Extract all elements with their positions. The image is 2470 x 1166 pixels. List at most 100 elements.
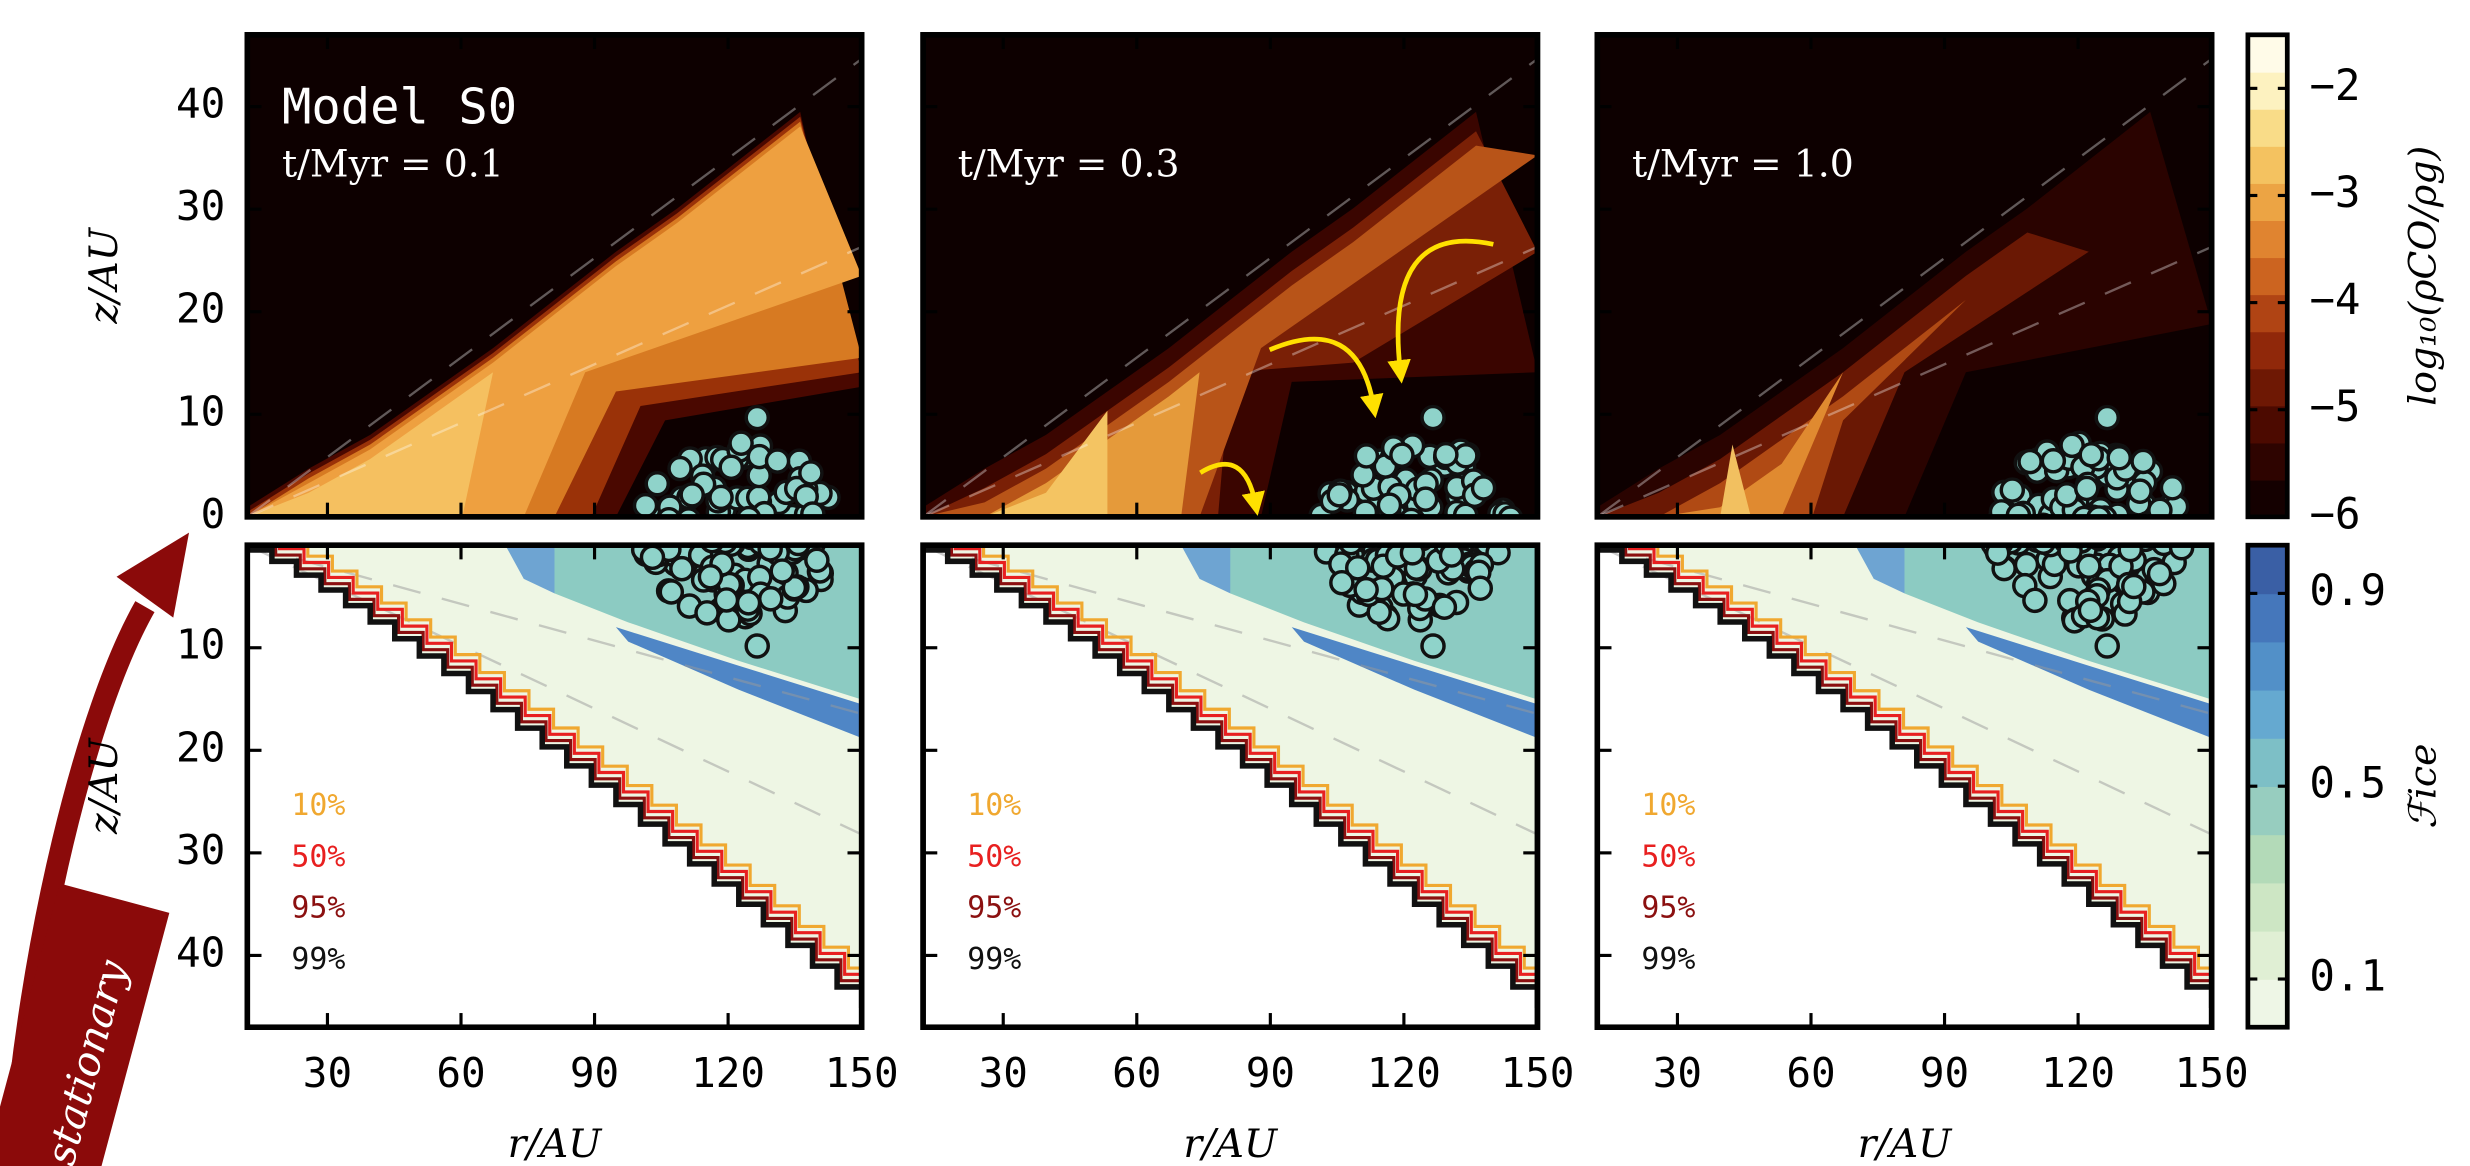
y-tick-label: 10 <box>176 621 225 669</box>
arrow-head <box>116 532 190 618</box>
particle <box>728 430 754 456</box>
time-label: t/Myr = 0.3 <box>958 142 1180 186</box>
guide-line <box>1597 57 2212 517</box>
ice-region <box>615 627 862 739</box>
axes-frame <box>920 32 1541 520</box>
contour-label: 99% <box>967 942 1021 977</box>
contour-line <box>247 547 862 1008</box>
particle <box>1431 594 1458 620</box>
x-axis-label: r/AU <box>508 1121 604 1166</box>
colorbar-band <box>2247 689 2288 739</box>
colorbar-band <box>2247 108 2288 147</box>
particle <box>2146 560 2173 587</box>
particle <box>1467 575 1494 602</box>
contour-region <box>247 126 862 517</box>
panel-content <box>247 545 862 1028</box>
particle <box>2076 553 2102 580</box>
x-tick-label: 30 <box>1653 1049 1702 1097</box>
particle <box>1999 477 2026 503</box>
particle <box>644 470 671 497</box>
particle <box>2040 448 2067 474</box>
colorbar-band <box>2247 442 2288 481</box>
x-tick-label: 90 <box>570 1049 619 1097</box>
colorbar-label: log₁₀(ρCO/ρg) <box>2400 146 2444 406</box>
x-tick-label: 60 <box>436 1049 485 1097</box>
particle <box>1326 482 1353 508</box>
particle <box>1402 581 1429 608</box>
guide-line <box>923 57 1538 517</box>
contour-line <box>953 545 1538 976</box>
particle <box>769 558 795 584</box>
colorbar-band <box>2247 34 2288 73</box>
guide-line <box>1597 245 2212 517</box>
contour-region <box>923 145 1538 517</box>
contour-label: 50% <box>967 839 1021 874</box>
particle <box>2121 573 2147 600</box>
ice-region <box>505 545 555 594</box>
particle <box>2022 587 2048 614</box>
particle <box>2106 445 2132 471</box>
particle <box>1470 475 1497 501</box>
particle <box>1412 486 1439 512</box>
colorbar-tick-label: −5 <box>2309 383 2360 432</box>
particle <box>2127 478 2153 504</box>
particle <box>632 492 659 519</box>
colorbar-frame <box>2245 32 2290 520</box>
time-label: t/Myr = 0.1 <box>282 142 504 186</box>
guide-line <box>247 57 862 517</box>
colorbar-tick-label: 0.1 <box>2309 953 2386 1002</box>
colorbar-tick-label: −6 <box>2309 490 2360 539</box>
particle <box>735 590 762 616</box>
particle <box>1389 442 1415 468</box>
ice-region <box>505 545 862 700</box>
contour-label: 10% <box>291 788 345 823</box>
x-tick-label: 30 <box>303 1049 352 1097</box>
particle <box>639 544 666 571</box>
particle <box>694 600 720 626</box>
contour-line <box>926 545 1538 983</box>
particle <box>744 633 770 659</box>
axes-frame <box>244 542 865 1030</box>
particle <box>781 574 808 601</box>
ice-region <box>1855 545 1905 594</box>
contour-label: 10% <box>967 788 1021 823</box>
colorbar-label: ℱice <box>2400 744 2444 829</box>
particle <box>1353 576 1379 603</box>
colorbar-tick-label: −2 <box>2309 62 2360 111</box>
axes-frame <box>244 32 865 520</box>
colorbar-band <box>2247 545 2288 595</box>
contour-region <box>1597 444 1751 517</box>
guide-line <box>247 245 862 517</box>
colorbar-band <box>2247 479 2288 518</box>
axes-frame <box>1594 32 2215 520</box>
colorbar-tick-label: 0.5 <box>2309 760 2386 809</box>
particle <box>667 455 693 482</box>
colorbar-band <box>2247 71 2288 110</box>
particle <box>2077 597 2104 624</box>
particle <box>2078 442 2105 468</box>
particle <box>713 587 740 613</box>
contour-region <box>1597 372 1844 517</box>
colorbar-band <box>2247 882 2288 932</box>
contour-line <box>1601 545 2212 983</box>
particle <box>2094 633 2120 659</box>
contour-region <box>923 410 1108 517</box>
contour-line <box>1627 545 2212 976</box>
contour-line <box>1656 545 2212 970</box>
colorbar-band <box>2247 405 2288 444</box>
x-tick-label: 150 <box>1500 1049 1574 1097</box>
x-tick-label: 120 <box>2041 1049 2115 1097</box>
panel-content <box>923 34 1538 517</box>
guide-line <box>247 545 862 716</box>
contour-label: 99% <box>1641 942 1695 977</box>
y-tick-label: 20 <box>176 723 225 771</box>
x-axis-label: r/AU <box>1858 1121 1954 1166</box>
particle <box>718 454 745 481</box>
particle <box>1420 633 1446 659</box>
contour-label: 99% <box>291 942 345 977</box>
contour-label: 95% <box>1641 891 1695 926</box>
colorbar-band <box>2247 834 2288 884</box>
ice-region <box>1181 545 1231 594</box>
contour-line <box>306 545 862 970</box>
